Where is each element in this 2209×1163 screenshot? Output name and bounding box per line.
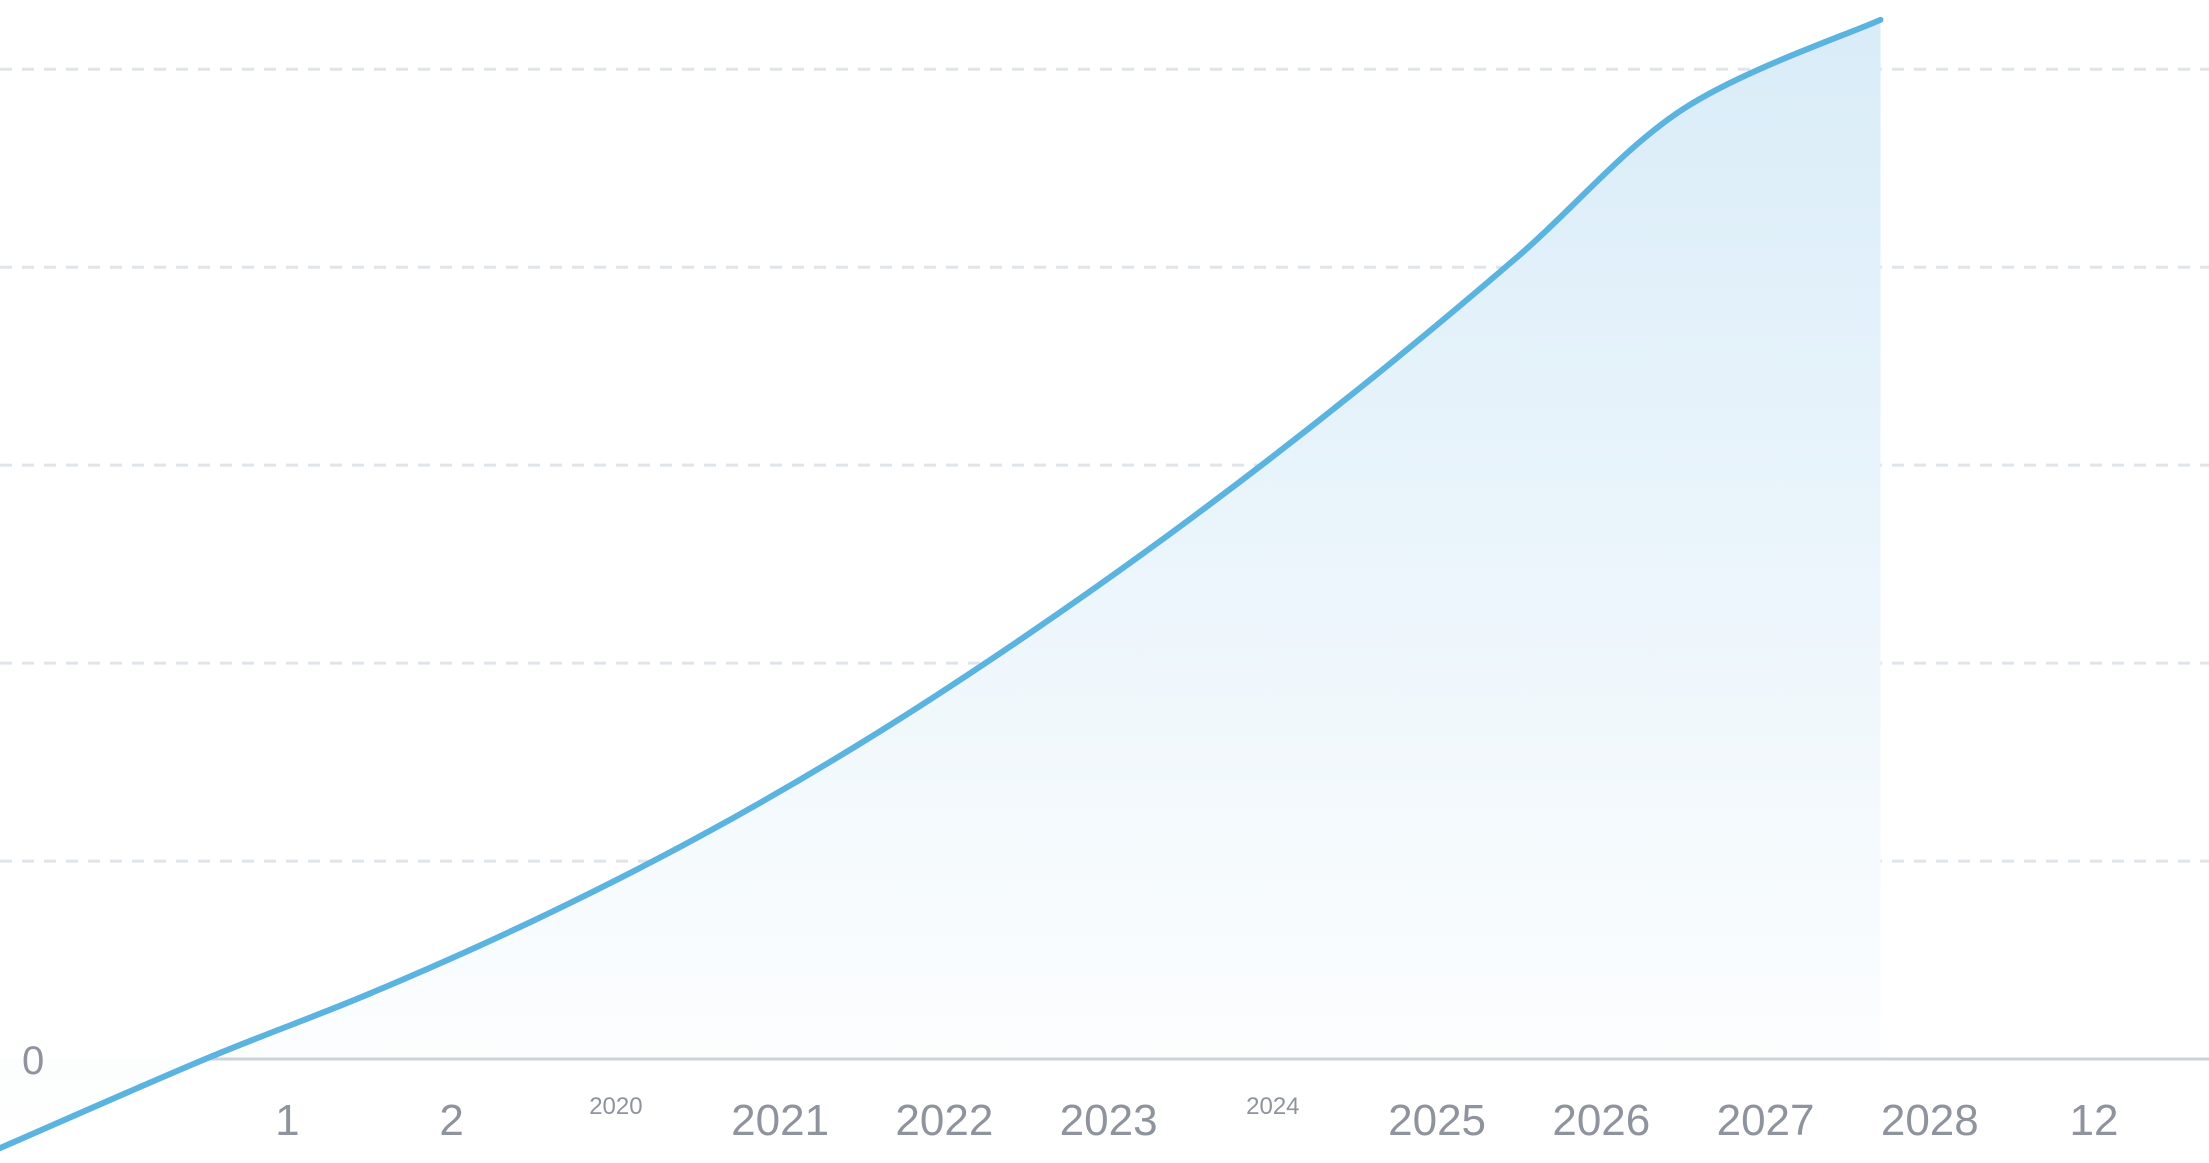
x-tick-label-2020: 2020 <box>589 1093 642 1120</box>
x-tick-label-2024: 2024 <box>1246 1093 1299 1120</box>
y-tick-labels: 0 <box>22 1039 44 1083</box>
x-tick-label-2022: 2022 <box>895 1096 993 1145</box>
x-tick-label-2027: 2027 <box>1717 1096 1815 1145</box>
area-fill-layer <box>0 19 1881 1149</box>
x-tick-label-2028: 2028 <box>1881 1096 1979 1145</box>
y-tick-label-0: 0 <box>22 1039 44 1083</box>
x-tick-label-12: 12 <box>2070 1096 2119 1145</box>
area-fill <box>0 19 1881 1149</box>
series-line <box>0 16 1884 1152</box>
x-tick-label-2026: 2026 <box>1552 1096 1650 1145</box>
x-tick-label-2021: 2021 <box>731 1096 829 1145</box>
x-tick-label-2023: 2023 <box>1060 1096 1158 1145</box>
series-line-layer <box>0 16 1884 1152</box>
x-tick-label-1: 1 <box>275 1096 299 1145</box>
x-tick-label-2: 2 <box>439 1096 463 1145</box>
x-tick-labels: 1 2 2020 2021 2022 2023 2024 2025 2026 2027 2028 12 <box>275 1093 2118 1145</box>
x-tick-label-2025: 2025 <box>1388 1096 1486 1145</box>
